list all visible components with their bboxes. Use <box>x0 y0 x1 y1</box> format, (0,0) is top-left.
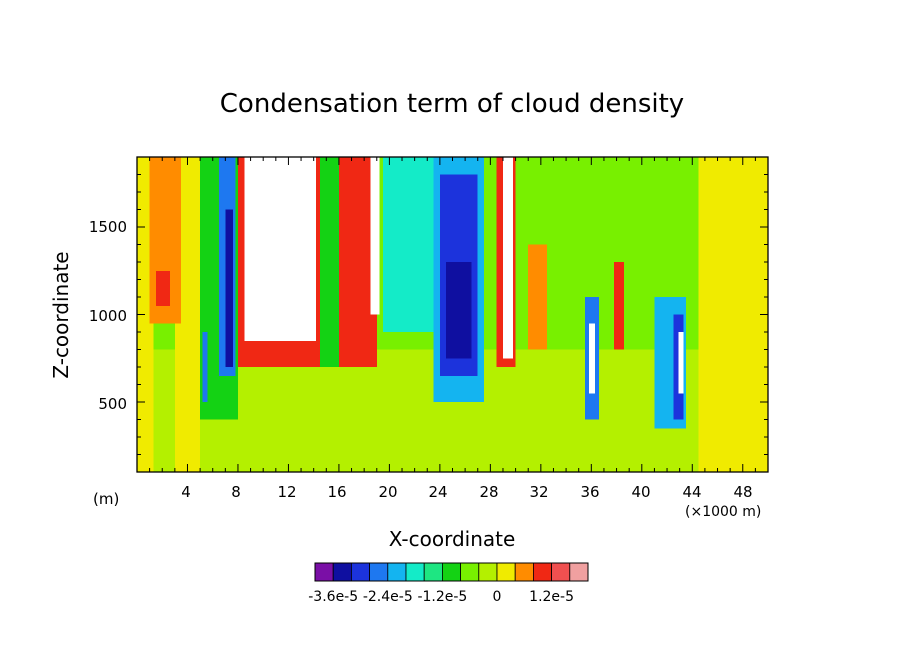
colorbar-cell <box>387 562 407 582</box>
x-tick-label: 20 <box>378 483 397 501</box>
x-tick-labels: 4 8 12 16 20 24 28 32 36 40 44 48 <box>181 483 752 501</box>
contour-region <box>383 157 434 332</box>
colorbar-cell <box>441 562 461 582</box>
colorbar-label: 0 <box>493 589 502 605</box>
colorbar-cell <box>332 562 352 582</box>
contour-region <box>588 323 596 394</box>
contour-region <box>528 244 548 350</box>
contour-field <box>137 157 768 472</box>
y-axis-label: Z-coordinate <box>49 251 73 378</box>
contour-region <box>446 262 472 359</box>
colorbar-cell <box>551 562 571 582</box>
colorbar-cell <box>423 562 443 582</box>
axis-ticks <box>137 156 768 473</box>
colorbar-cell <box>569 562 589 582</box>
colorbar-cell <box>496 562 516 582</box>
x-tick-label: 36 <box>580 483 599 501</box>
contour-region <box>673 314 684 420</box>
contour-region <box>370 157 380 315</box>
contour-region <box>244 157 317 341</box>
contour-region <box>678 332 684 394</box>
x-tick-label: 16 <box>327 483 346 501</box>
colorbar-labels: -3.6e-5 -2.4e-5 -1.2e-5 0 1.2e-5 <box>308 589 574 605</box>
x-tick-label: 48 <box>733 483 752 501</box>
y-tick-label: 1500 <box>89 218 127 236</box>
x-tick-label: 4 <box>181 483 191 501</box>
contour-region <box>225 209 233 367</box>
x-axis-label: X-coordinate <box>389 527 516 551</box>
y-tick-label: 1000 <box>89 307 127 325</box>
contour-region <box>202 332 208 402</box>
colorbar-cell <box>533 562 553 582</box>
x-tick-label: 28 <box>479 483 498 501</box>
y-tick-label: 500 <box>98 395 127 413</box>
x-unit-right: (×1000 m) <box>685 504 761 520</box>
colorbar-cell <box>369 562 389 582</box>
contour-region <box>137 157 154 472</box>
contour-region <box>614 262 625 350</box>
plot-area <box>137 157 768 472</box>
contour-region <box>319 157 339 367</box>
x-tick-label: 24 <box>428 483 447 501</box>
contour-region <box>698 157 768 472</box>
x-tick-label: 8 <box>231 483 241 501</box>
y-tick-labels: 500 1000 1500 <box>89 218 127 413</box>
colorbar-label: -3.6e-5 <box>308 589 358 605</box>
colorbar <box>314 562 589 582</box>
colorbar-frame <box>314 562 589 582</box>
colorbar-cell <box>514 562 534 582</box>
x-unit-left: (m) <box>93 490 119 508</box>
x-tick-label: 12 <box>277 483 296 501</box>
x-tick-label: 40 <box>631 483 650 501</box>
contour-region <box>155 270 170 306</box>
contour-region <box>502 157 514 359</box>
colorbar-cell <box>350 562 370 582</box>
colorbar-cell <box>478 562 498 582</box>
colorbar-label: -1.2e-5 <box>417 589 467 605</box>
colorbar-cell <box>314 562 334 582</box>
colorbar-label: 1.2e-5 <box>529 589 574 605</box>
colorbar-cell <box>405 562 425 582</box>
colorbar-label: -2.4e-5 <box>363 589 413 605</box>
x-tick-label: 32 <box>529 483 548 501</box>
chart-title: Condensation term of cloud density <box>220 89 684 119</box>
x-tick-label: 44 <box>682 483 701 501</box>
colorbar-cell <box>460 562 480 582</box>
